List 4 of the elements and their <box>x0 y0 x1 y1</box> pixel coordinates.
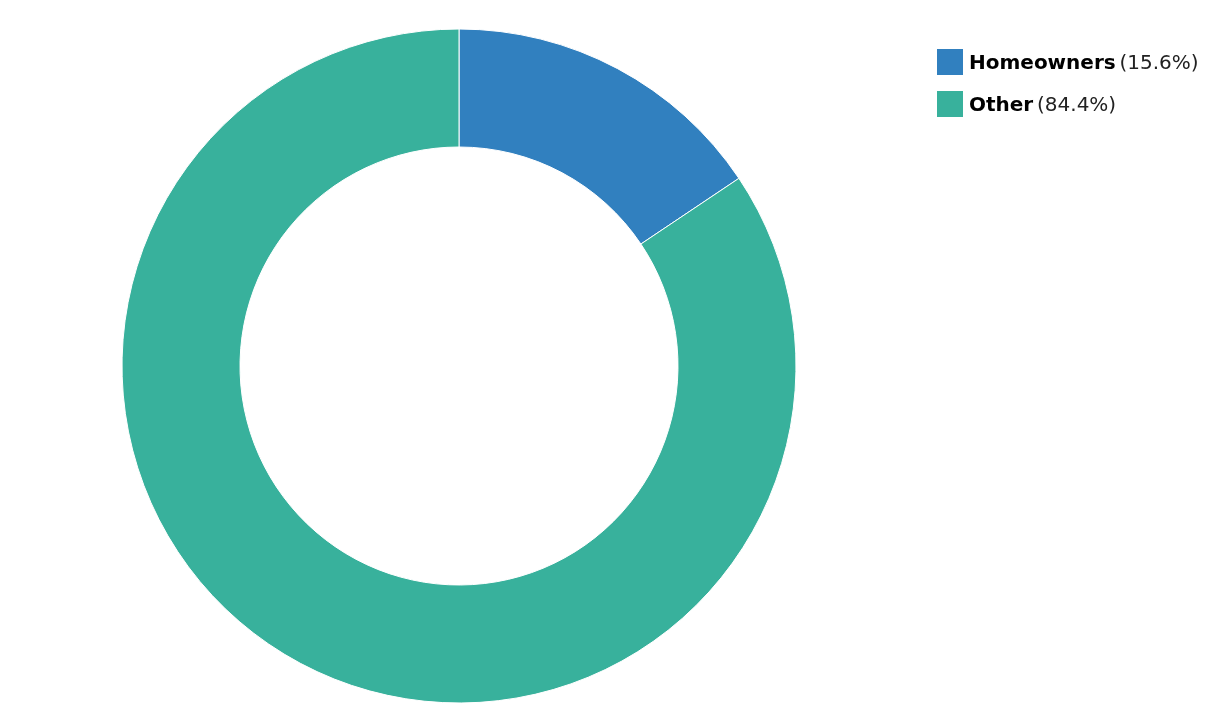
data-label: (15.6%) <box>1119 50 1199 74</box>
legend-label: Other <box>969 92 1034 116</box>
data-label: (84.4%) <box>1037 92 1117 116</box>
legend-label: Homeowners <box>969 50 1116 74</box>
